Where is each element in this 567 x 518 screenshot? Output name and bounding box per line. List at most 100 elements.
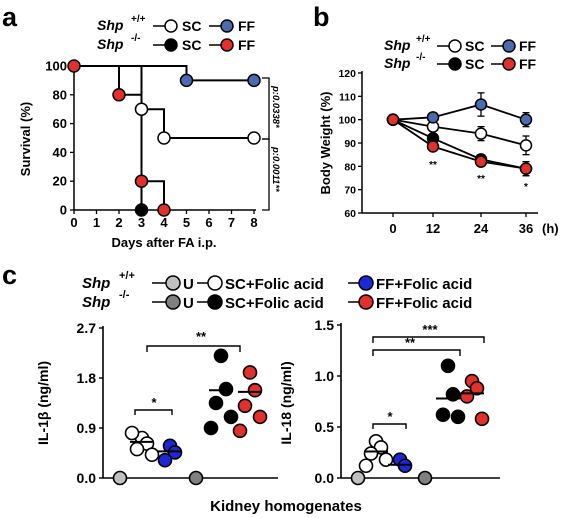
dot-point (417, 470, 433, 486)
survival-point (157, 203, 171, 217)
significance-star-b: ** (429, 160, 437, 171)
dot-point (237, 398, 253, 414)
dot-point (358, 458, 374, 474)
panel-a-brackets: p:0.0338* p:0.0011** (262, 77, 281, 211)
survival-line (74, 65, 254, 139)
weight-point (426, 140, 440, 153)
panel-b-unit: (h) (542, 221, 559, 236)
x-tick-label-a: 0 (70, 215, 77, 230)
legend-b-label-ff-wt: FF (519, 38, 537, 54)
legend-a-label-ff-ko: FF (238, 37, 256, 53)
sig-left-1: * (151, 395, 157, 410)
legend-c-marker-ff-wt (358, 275, 374, 291)
y-tick-label-a: 80 (53, 87, 67, 102)
legend-c-marker-sc-ko (207, 294, 223, 310)
dot-point (232, 423, 248, 439)
x-tick-label-b: 0 (389, 221, 396, 236)
dot-point (188, 470, 204, 486)
x-tick-label-a: 2 (115, 215, 122, 230)
dot-point (440, 358, 456, 374)
x-tick-label-b: 36 (519, 221, 533, 236)
panel-b-axes: 0 12 24 36 60 70 80 90 100 110 120 (338, 68, 538, 236)
panel-b-ylabel: Body Weight (%) (318, 91, 333, 194)
dot-point (378, 452, 394, 467)
weight-point (474, 155, 488, 168)
bracket-p2 (262, 138, 270, 211)
legend-c-label-sc-ko: SC+Folic acid (225, 295, 324, 312)
legend-c-marker-sc-wt (207, 275, 223, 291)
y-tick-label-b: 70 (344, 185, 356, 197)
panel-b-legend: Shp +/+ SC FF Shp -/- SC FF (384, 34, 537, 72)
legend-a-marker-ff-ko (220, 38, 234, 52)
survival-point (247, 131, 261, 145)
x-tick-label-a: 3 (138, 215, 145, 230)
legend-b-label-ff-ko: FF (519, 56, 537, 72)
weight-line (392, 118, 527, 147)
sig-bracket-right-3 (372, 336, 485, 343)
dot-point (167, 445, 183, 460)
legend-c-marker-u-ko (165, 294, 181, 310)
survival-point (134, 203, 149, 217)
y-tick-label-c: 1.5 (315, 317, 335, 333)
survival-point (134, 174, 149, 188)
legend-c-sup-ko: -/- (119, 289, 130, 301)
survival-line (74, 65, 254, 82)
y-tick-label-b: 80 (344, 161, 356, 173)
y-tick-label-b: 110 (339, 91, 356, 103)
y-tick-label-c: 0.0 (315, 470, 335, 486)
sig-right-3: *** (422, 322, 438, 337)
sig-bracket-left-2 (146, 345, 241, 352)
panel-a-letter: a (2, 2, 18, 32)
y-tick-label-b: 100 (338, 115, 356, 127)
panel-c-legend: Shp +/+ U SC+Folic acid FF+Folic acid Sh… (82, 270, 472, 312)
y-tick-label-c: 2.7 (77, 320, 97, 336)
dot-point (474, 411, 490, 427)
legend-b-sup-ko: -/- (416, 52, 425, 63)
legend-c-label-ff-ko: FF+Folic acid (376, 295, 472, 312)
dot-point (213, 348, 229, 364)
dot-point (112, 470, 128, 486)
legend-c-genotype-wt: Shp (82, 275, 110, 292)
x-tick-label-a: 6 (205, 215, 212, 230)
legend-b-label-sc-wt: SC (465, 38, 484, 54)
weight-point (519, 113, 533, 126)
x-tick-label-a: 4 (160, 215, 168, 230)
survival-point (157, 131, 171, 145)
dot-point (469, 380, 485, 396)
dot-point (350, 470, 366, 486)
panel-c-xlabel: Kidney homogenates (210, 498, 362, 515)
legend-b-genotype-ko: Shp (384, 55, 411, 71)
weight-line (392, 118, 527, 170)
sig-right-2: ** (405, 335, 416, 350)
weight-point (474, 127, 488, 140)
weight-point (519, 162, 533, 175)
panel-a-ylabel: Survival (%) (18, 102, 33, 176)
legend-b-genotype-wt: Shp (384, 37, 411, 53)
weight-point (474, 98, 488, 111)
weight-point (426, 111, 440, 124)
survival-point (247, 73, 261, 88)
sig-bracket-right-2 (372, 349, 461, 356)
legend-a-label-sc-ko: SC (182, 37, 201, 53)
sig-bracket-left-1 (134, 409, 173, 415)
y-tick-label-a: 60 (53, 116, 67, 131)
panel-c-left-brackets: * ** (134, 329, 241, 415)
panel-a-legend: Shp +/+ SC FF Shp -/- SC FF (97, 14, 256, 53)
panel-c-right-ylabel: IL-18 (ng/ml) (278, 361, 294, 444)
sig-left-2: ** (196, 329, 207, 344)
panel-c-right-brackets: * ** *** (372, 322, 485, 429)
x-tick-label-a: 7 (228, 215, 235, 230)
y-tick-label-c: 0.5 (315, 419, 335, 435)
legend-c-label-u-ko: U (183, 295, 194, 312)
panel-c-left-axes: 0.0 0.9 1.8 2.7 (77, 320, 278, 486)
panel-b-data: ***** (386, 92, 533, 193)
weight-line (392, 103, 527, 121)
legend-c-label-u-wt: U (183, 276, 194, 293)
dot-point (242, 365, 258, 380)
x-tick-label-a: 1 (93, 215, 100, 230)
y-tick-label-a: 0 (60, 203, 67, 218)
y-tick-label-b: 90 (344, 138, 356, 150)
dot-point (218, 381, 234, 397)
legend-b-marker-sc-wt (448, 39, 462, 53)
survival-line (74, 65, 143, 210)
